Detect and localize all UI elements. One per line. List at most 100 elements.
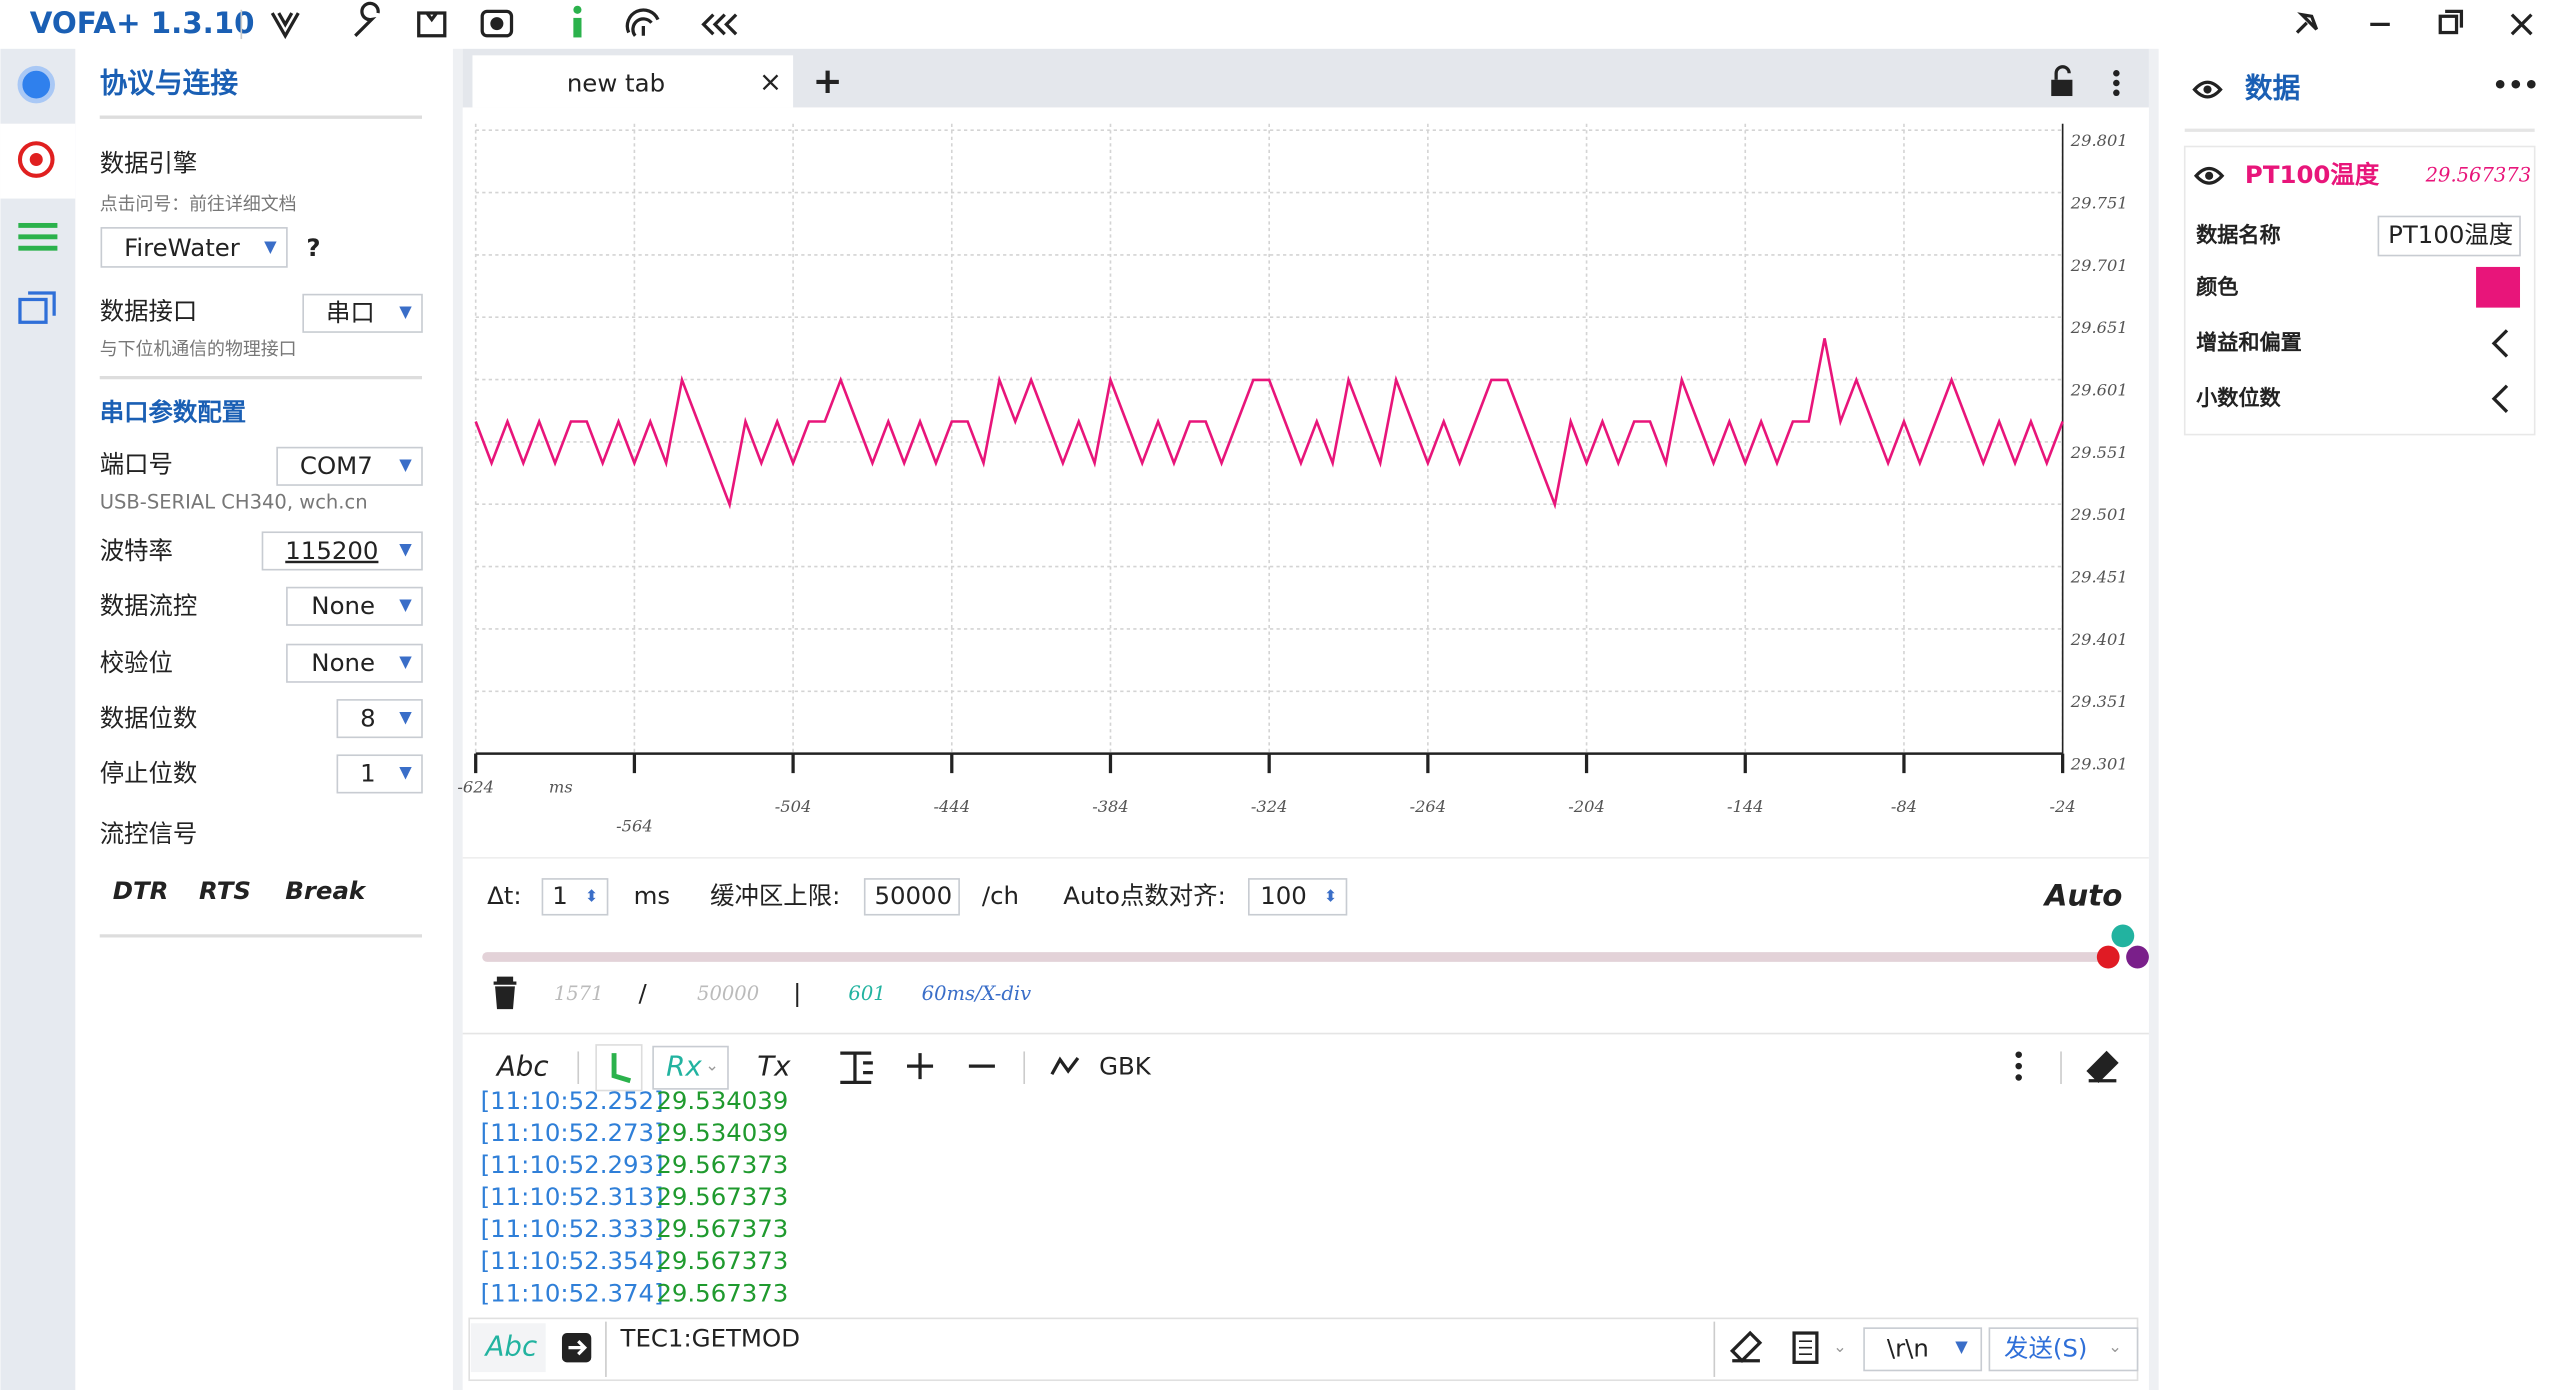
decoration <box>2113 89 2120 97</box>
expand[interactable] <box>2491 384 2509 413</box>
y-tick-label: 29.601 <box>2070 380 2128 399</box>
spinbox-value: 1 <box>552 881 568 910</box>
format-icon[interactable] <box>840 1051 873 1085</box>
log-toolbar: Abc Rx ⌄ Tx GBK <box>495 1044 2119 1092</box>
dropdown-value: 1 <box>360 759 376 788</box>
decoration <box>2193 166 2225 185</box>
tab-add[interactable]: + <box>813 61 843 102</box>
app-title: VOFA+ 1.3.10 <box>30 6 255 40</box>
x-tick-label: -384 <box>1092 797 1129 816</box>
log-time: [11:10:52.374] <box>481 1278 664 1307</box>
decoration: ⌄ <box>2108 1337 2122 1356</box>
decoration <box>18 297 48 324</box>
signal-button[interactable]: Break <box>285 876 367 905</box>
dropdown[interactable] <box>286 586 423 626</box>
dropdown[interactable] <box>336 699 423 739</box>
log-value: 29.567373 <box>656 1214 788 1243</box>
nav-icons[interactable] <box>0 65 76 324</box>
name-input[interactable] <box>2377 215 2521 257</box>
y-tick-label: 29.401 <box>2070 630 2128 649</box>
y-tick-label: 29.551 <box>2070 443 2128 462</box>
tab-actions[interactable] <box>2051 65 2120 97</box>
log-time: [11:10:52.273] <box>481 1118 664 1147</box>
log-time: [11:10:52.313] <box>481 1182 664 1211</box>
tx-button[interactable]: Tx <box>757 1050 791 1083</box>
help[interactable]: ? <box>306 233 320 262</box>
input[interactable] <box>863 878 960 916</box>
decoration: ▼ <box>1955 1337 1968 1356</box>
decoration <box>28 291 56 316</box>
expand[interactable] <box>2491 329 2509 358</box>
dropdown[interactable] <box>261 531 423 571</box>
abc-button[interactable]: Abc <box>495 1050 549 1083</box>
trash-icon[interactable] <box>493 976 517 1010</box>
division: 60ms/X-div <box>922 982 1031 1005</box>
decoration: ▼ <box>399 763 412 782</box>
input-value: 50000 <box>874 881 952 910</box>
dropdown[interactable] <box>276 446 423 486</box>
color-swatch[interactable] <box>2476 266 2521 308</box>
clear-icon[interactable] <box>2086 1050 2119 1084</box>
history-icon[interactable] <box>1792 1331 1819 1364</box>
encoding[interactable]: GBK <box>1099 1052 1152 1081</box>
slider-track[interactable] <box>482 952 2117 962</box>
label: 数据位数 <box>100 703 198 732</box>
send-button[interactable] <box>1988 1327 2139 1372</box>
points: 601 <box>848 982 885 1005</box>
toolbar-icons[interactable] <box>270 1 2533 40</box>
channel-name: PT100温度 <box>2245 160 2380 189</box>
signal-button[interactable]: RTS <box>199 876 251 905</box>
log-value: 29.567373 <box>656 1150 788 1179</box>
zoom-in[interactable] <box>907 1053 934 1080</box>
dropdown[interactable] <box>302 293 423 333</box>
x-tick-label: -144 <box>1727 797 1764 816</box>
input-text[interactable]: TEC1:GETMOD <box>620 1324 800 1353</box>
dropdown[interactable] <box>336 754 423 794</box>
decoration <box>2438 14 2459 35</box>
name-value: PT100温度 <box>2388 220 2513 249</box>
timestamp-icon[interactable] <box>611 1053 632 1084</box>
section-title: 串口参数配置 <box>100 397 246 426</box>
tab-close[interactable]: × <box>759 65 782 98</box>
decoration <box>417 11 447 38</box>
abc-button[interactable]: Abc <box>483 1330 537 1363</box>
auto-button[interactable]: Auto <box>2043 878 2123 912</box>
decoration <box>2113 79 2120 87</box>
decoration: ▼ <box>399 540 412 559</box>
decoration: ▼ <box>399 455 412 474</box>
decoration <box>490 17 504 31</box>
x-tick-label: -504 <box>775 797 812 816</box>
x-tick-label: -564 <box>616 816 653 835</box>
log: [11:10:52.252]29.534039[11:10:52.273]29.… <box>481 1087 789 1307</box>
dropdown[interactable] <box>100 227 288 268</box>
splitter <box>2148 48 2159 1390</box>
tab[interactable] <box>472 55 794 108</box>
decoration <box>2054 65 2071 80</box>
decoration <box>18 222 58 228</box>
x-tick-label: -624 <box>457 777 494 796</box>
spinbox[interactable] <box>1248 878 1348 916</box>
hint: 与下位机通信的物理接口 <box>100 339 297 360</box>
spinbox[interactable] <box>541 878 609 916</box>
label: 波特率 <box>100 536 173 565</box>
unit: /ch <box>982 881 1019 910</box>
label: 数据引擎 <box>100 148 198 177</box>
eol-dropdown[interactable] <box>1863 1327 1983 1372</box>
tab-name: new tab <box>567 69 665 98</box>
clear-input[interactable] <box>1729 1330 1763 1364</box>
dropdown[interactable] <box>286 643 423 683</box>
decoration <box>18 245 58 251</box>
label: 小数位数 <box>2196 385 2281 410</box>
dropdown-value: None <box>311 591 375 620</box>
label: 颜色 <box>2196 274 2238 299</box>
nav-strip <box>0 48 76 1390</box>
signal-button[interactable]: DTR <box>113 876 169 905</box>
log-time: [11:10:52.354] <box>481 1246 664 1275</box>
decoration <box>2445 9 2464 28</box>
more-button[interactable]: ••• <box>2492 70 2539 99</box>
decoration: ▼ <box>399 707 412 726</box>
rx-dropdown[interactable] <box>652 1045 729 1090</box>
decoration: ⬍ <box>585 886 599 905</box>
decoration <box>29 152 43 167</box>
